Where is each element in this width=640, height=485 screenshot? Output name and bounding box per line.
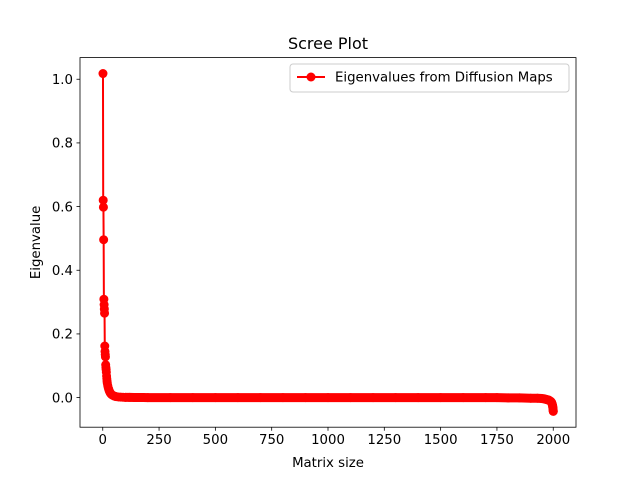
- data-point: [368, 393, 378, 403]
- legend-label: Eigenvalues from Diffusion Maps: [335, 71, 553, 86]
- plot-area: [80, 57, 576, 428]
- data-point: [98, 69, 108, 79]
- data-point: [458, 393, 468, 403]
- x-axis-label: Matrix size: [292, 456, 364, 471]
- y-tick-label: 0.4: [52, 264, 73, 279]
- x-tick-label: 250: [146, 433, 171, 448]
- data-point: [413, 393, 423, 403]
- legend-box: [289, 63, 570, 93]
- x-axis-ticks: 0 250 500 750 1000 1250 1500 1750 2000: [99, 427, 570, 448]
- data-point: [346, 393, 356, 403]
- data-point: [323, 393, 333, 403]
- data-point: [233, 393, 243, 403]
- data-point: [98, 202, 108, 212]
- data-point: [548, 406, 558, 416]
- x-tick-label: 1750: [480, 433, 514, 448]
- data-point: [391, 393, 401, 403]
- legend: Eigenvalues from Diffusion Maps: [289, 63, 570, 93]
- data-point: [300, 393, 310, 403]
- chart-title: Scree Plot: [288, 34, 368, 53]
- data-point: [503, 393, 513, 403]
- y-tick-label: 0.2: [52, 328, 73, 343]
- data-point: [100, 308, 110, 318]
- data-point: [278, 393, 288, 403]
- y-axis-ticks: 0.0 0.2 0.4 0.6 0.8 1.0: [52, 73, 80, 406]
- x-tick-label: 1250: [367, 433, 401, 448]
- y-tick-label: 0.0: [52, 391, 73, 406]
- data-point: [481, 393, 491, 403]
- data-point: [143, 393, 153, 403]
- data-point: [255, 393, 265, 403]
- x-tick-label: 2000: [536, 433, 570, 448]
- y-tick-label: 0.6: [52, 200, 73, 215]
- x-tick-label: 1000: [311, 433, 345, 448]
- data-point: [526, 393, 536, 403]
- data-point: [165, 393, 175, 403]
- y-axis-label: Eigenvalue: [29, 206, 44, 279]
- x-tick-label: 1500: [424, 433, 458, 448]
- x-tick-label: 500: [203, 433, 228, 448]
- data-point: [514, 393, 524, 403]
- x-tick-label: 750: [259, 433, 284, 448]
- data-point: [100, 352, 110, 362]
- data-point: [99, 235, 109, 245]
- legend-marker-swatch: [306, 72, 316, 82]
- data-point: [492, 393, 502, 403]
- x-tick-label: 0: [99, 433, 107, 448]
- data-point: [188, 393, 198, 403]
- data-layer: [98, 69, 558, 416]
- data-point: [210, 393, 220, 403]
- y-tick-label: 1.0: [52, 73, 73, 88]
- data-point: [436, 393, 446, 403]
- data-point: [98, 195, 108, 205]
- y-tick-label: 0.8: [52, 137, 73, 152]
